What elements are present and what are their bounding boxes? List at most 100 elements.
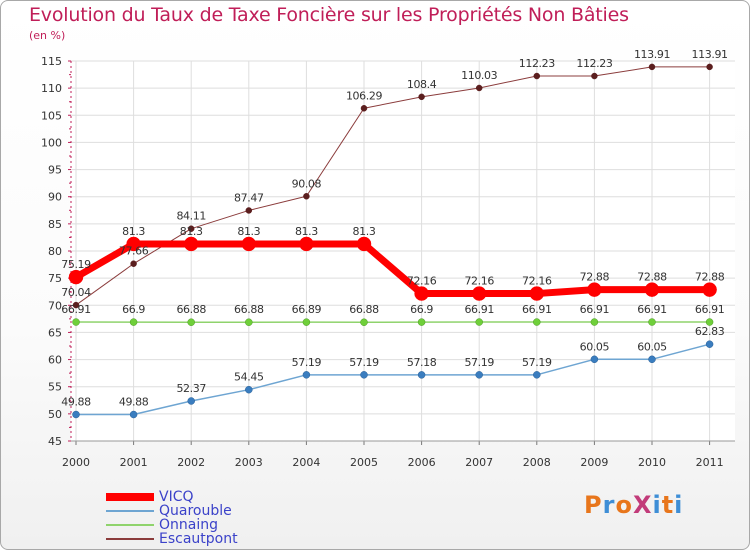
data-point <box>702 282 717 297</box>
data-label: 66.88 <box>176 303 206 316</box>
data-point <box>302 318 311 326</box>
y-tick-label: 110 <box>41 82 62 95</box>
y-tick-label: 100 <box>41 136 62 149</box>
data-label: 66.91 <box>61 303 91 316</box>
x-tick-label: 2004 <box>292 456 320 469</box>
data-label: 81.3 <box>295 225 318 238</box>
data-label: 72.16 <box>464 275 494 288</box>
data-point <box>705 318 714 326</box>
data-label: 81.3 <box>122 225 145 238</box>
data-point <box>475 318 483 326</box>
x-tick-label: 2009 <box>580 456 608 469</box>
y-tick-label: 55 <box>48 381 62 394</box>
data-label: 70.04 <box>61 286 91 299</box>
series-line-escautpont <box>75 66 710 306</box>
data-point <box>471 286 487 301</box>
data-label: 66.91 <box>695 303 725 316</box>
data-point <box>591 72 598 80</box>
y-tick-label: 65 <box>48 326 62 339</box>
data-label: 66.9 <box>122 303 145 316</box>
data-label: 72.88 <box>580 271 610 284</box>
data-label: 81.3 <box>353 225 376 238</box>
data-label: 72.16 <box>522 275 552 288</box>
data-label: 54.45 <box>234 371 264 384</box>
data-point <box>187 225 195 232</box>
data-label: 66.91 <box>522 303 552 316</box>
data-point <box>648 355 656 364</box>
data-point <box>187 318 195 326</box>
data-label: 60.05 <box>580 340 610 353</box>
data-label: 52.37 <box>176 382 206 395</box>
chart-unit-label: (en %) <box>29 29 66 42</box>
data-point <box>126 236 141 252</box>
data-label: 66.9 <box>410 303 433 316</box>
data-point <box>302 371 311 379</box>
data-label: 108.4 <box>407 78 437 91</box>
x-tick-label: 2000 <box>62 456 90 469</box>
data-label: 90.08 <box>292 177 322 190</box>
data-point <box>130 260 137 267</box>
x-tick-label: 2010 <box>638 456 666 469</box>
data-point <box>72 318 80 326</box>
x-tick-label: 2006 <box>408 456 436 469</box>
data-label: 49.88 <box>61 396 91 409</box>
x-tick-label: 2011 <box>696 456 724 469</box>
data-point <box>360 318 368 326</box>
data-label: 66.89 <box>292 303 322 316</box>
legend-item-quarouble: Quarouble <box>106 503 232 518</box>
data-label: 62.83 <box>695 325 725 338</box>
data-label: 106.29 <box>346 89 382 102</box>
x-tick-label: 2002 <box>177 456 205 469</box>
data-point <box>72 301 80 309</box>
data-point <box>475 84 483 92</box>
data-point <box>590 318 599 326</box>
data-point <box>706 63 713 71</box>
x-tick-label: 2003 <box>235 456 263 469</box>
data-point <box>417 318 426 326</box>
legend-item-onnaing: Onnaing <box>106 517 218 532</box>
data-label: 84.11 <box>176 210 206 223</box>
series-line-vicq <box>74 240 710 298</box>
data-point <box>129 318 138 326</box>
data-label: 81.3 <box>180 225 203 238</box>
data-label: 113.91 <box>692 48 728 61</box>
data-point <box>533 318 541 326</box>
data-point <box>644 282 660 297</box>
data-label: 66.91 <box>580 303 610 316</box>
axes: 45 50 55 60 65 70 75 80 85 90 95 100 105 110 115 2000 20… <box>41 55 735 469</box>
legend-swatch <box>106 492 154 501</box>
gridlines <box>71 60 735 442</box>
data-point <box>414 286 429 301</box>
proxiti-logo: ProXiti <box>584 491 684 519</box>
y-tick-label: 85 <box>48 218 62 231</box>
y-tick-label: 80 <box>48 245 62 258</box>
data-point <box>360 105 368 112</box>
data-point <box>183 236 199 252</box>
data-point <box>187 397 195 405</box>
data-label: 66.91 <box>637 303 667 316</box>
data-label: 57.19 <box>464 356 494 369</box>
x-tick-label: 2008 <box>523 456 551 469</box>
data-label: 112.23 <box>519 57 555 70</box>
x-tick-label: 2007 <box>465 456 493 469</box>
data-point <box>245 385 253 394</box>
data-point <box>533 72 541 80</box>
data-point <box>68 269 84 285</box>
legend-swatch <box>106 509 154 512</box>
data-point <box>241 236 257 252</box>
data-label: 112.23 <box>576 57 612 70</box>
legend-label: Onnaing <box>159 516 218 533</box>
y-tick-label: 105 <box>41 109 62 122</box>
data-label: 77.66 <box>119 245 149 258</box>
y-tick-label: 70 <box>48 299 62 312</box>
data-point <box>245 207 253 214</box>
data-point <box>529 286 545 301</box>
data-point <box>648 63 656 71</box>
data-point <box>587 282 602 297</box>
data-point <box>299 236 314 252</box>
y-tick-label: 95 <box>48 164 62 177</box>
legend-label: Quarouble <box>159 502 232 519</box>
y-tick-label: 75 <box>48 272 62 285</box>
data-label: 57.19 <box>349 356 379 369</box>
